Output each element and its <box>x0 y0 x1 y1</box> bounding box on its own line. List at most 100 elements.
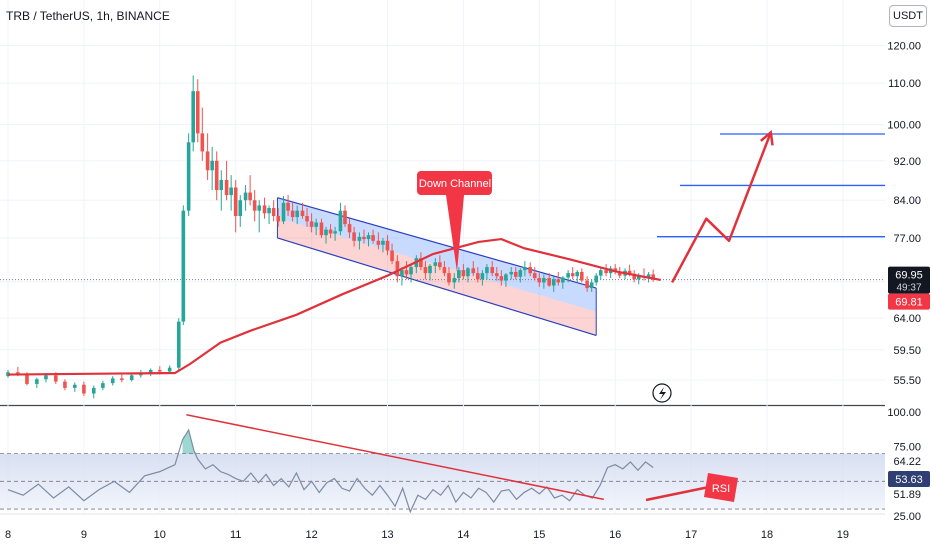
candle <box>452 273 457 289</box>
candle <box>547 273 551 287</box>
candle <box>580 268 584 283</box>
candle <box>281 196 286 225</box>
candle-body <box>72 384 77 388</box>
candle-body <box>594 275 599 283</box>
x-tick-label: 17 <box>685 529 697 541</box>
candle-body <box>352 232 356 241</box>
candle <box>319 218 324 238</box>
rsi-ma-badge <box>888 471 930 487</box>
candle-body <box>91 387 96 394</box>
candle-body <box>248 192 252 201</box>
candle <box>428 264 432 281</box>
candle <box>613 264 617 275</box>
candle-body <box>63 381 67 388</box>
candle <box>504 273 508 287</box>
candlestick-series <box>6 75 655 399</box>
candle <box>385 235 390 256</box>
x-tick-label: 19 <box>837 529 849 541</box>
candle <box>518 268 523 283</box>
candle <box>566 270 570 283</box>
projection-arrow <box>671 130 774 284</box>
candle-body <box>504 274 508 281</box>
candle <box>409 264 413 283</box>
candle-body <box>395 261 400 277</box>
candle <box>471 261 476 277</box>
candle-body <box>442 267 447 274</box>
candle <box>91 385 96 399</box>
candle <box>476 267 480 283</box>
rsi-panel: RSI <box>0 414 885 514</box>
candle <box>110 376 115 386</box>
ma-value-label: 69.81 <box>895 297 923 309</box>
candle <box>390 243 394 265</box>
x-tick-label: 18 <box>761 529 773 541</box>
candle-body <box>281 202 286 222</box>
time-axis[interactable]: 8 9 10 11 12 13 14 15 16 17 18 19 <box>5 529 849 541</box>
currency-button[interactable]: USDT <box>889 5 927 27</box>
y-tick-label: 100.00 <box>887 120 921 132</box>
candle-body <box>617 271 622 276</box>
candle-body <box>362 236 366 240</box>
candle-body <box>494 273 499 277</box>
lightning-icon <box>652 383 672 403</box>
candle-body <box>262 205 267 214</box>
candle-body <box>110 378 115 384</box>
candle <box>561 276 565 289</box>
candle-body <box>347 224 352 233</box>
rsi-y-tick-label: 100.00 <box>887 407 921 419</box>
candle <box>328 224 333 238</box>
candle <box>176 318 181 370</box>
candle-body <box>390 250 394 262</box>
y-tick-label: 59.50 <box>893 345 921 357</box>
x-tick-label: 13 <box>381 529 393 541</box>
candle <box>305 208 309 227</box>
candle <box>438 255 442 271</box>
candle <box>381 237 385 253</box>
candle-body <box>333 231 337 234</box>
rsi-line <box>7 428 654 514</box>
candle <box>594 273 599 286</box>
candle <box>271 200 276 222</box>
candle-body <box>252 200 257 211</box>
candle-body <box>523 267 527 271</box>
rsi-value-label: 64.22 <box>893 456 921 468</box>
candle <box>585 276 589 292</box>
candle-body <box>82 384 86 394</box>
callouts: Down Channel <box>417 171 672 403</box>
candle-body <box>120 378 124 380</box>
candle-body <box>547 278 551 286</box>
candle-body <box>233 187 238 216</box>
candle-body <box>471 268 476 274</box>
candle-body <box>423 267 428 274</box>
candle <box>376 232 381 250</box>
candle <box>343 205 347 227</box>
candle <box>551 276 556 292</box>
candle <box>642 268 646 281</box>
candle-body <box>295 210 299 218</box>
candle-body <box>598 270 603 276</box>
candle <box>286 195 290 216</box>
moving-average <box>7 237 661 376</box>
y-tick-label: 110.00 <box>888 78 921 90</box>
candle-body <box>561 277 565 283</box>
x-tick-label: 11 <box>230 529 241 541</box>
projection-arrowhead <box>760 130 774 146</box>
candle-body <box>646 274 651 278</box>
candle <box>395 255 400 283</box>
lightning-icon-glyph <box>659 387 666 400</box>
rsi-low-label: 51.89 <box>893 489 921 501</box>
candle-body <box>176 321 181 368</box>
candle-body <box>466 268 470 277</box>
candle <box>233 180 238 233</box>
candle <box>257 200 262 233</box>
candle-body <box>324 229 328 236</box>
candle <box>480 270 485 286</box>
candle-body <box>319 222 324 236</box>
candle <box>82 381 86 396</box>
candle <box>186 133 191 216</box>
candle <box>523 261 527 277</box>
candle-body <box>167 367 172 372</box>
candle <box>513 267 518 280</box>
candle-body <box>305 215 309 222</box>
